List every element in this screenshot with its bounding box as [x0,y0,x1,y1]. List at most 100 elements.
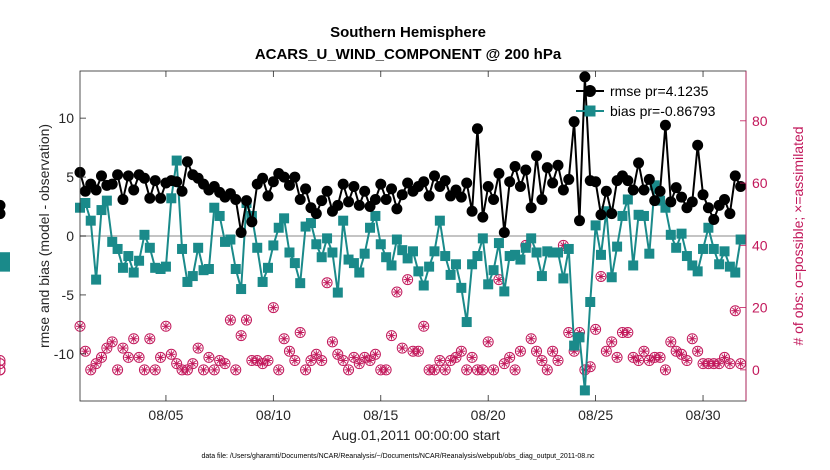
rmse-point [504,176,516,188]
obs-assimilated-marker [108,337,117,346]
obs-possible-marker [498,358,510,370]
obs-assimilated-marker [537,356,546,365]
bias-point [273,222,284,233]
bias-point [262,262,273,273]
y-right-tick-label: 40 [752,237,768,253]
rmse-point [241,195,252,207]
asterisk-stroke [597,273,605,280]
asterisk-stroke [528,335,535,342]
obs-assimilated-marker [725,359,734,368]
obs-possible-marker [198,364,210,376]
asterisk-stroke [592,326,599,333]
rmse-point [112,169,124,181]
obs-possible-marker [90,358,102,370]
obs-assimilated-marker [693,347,702,356]
asterisk-stroke [98,354,105,361]
bias-point [359,248,370,259]
bias-point [214,210,225,221]
asterisk-stroke [506,354,513,361]
rmse-point [719,193,731,205]
bias-point [434,215,445,226]
rmse-point [176,185,188,197]
bias-point [225,234,236,245]
obs-possible-marker [122,351,134,363]
obs-assimilated-marker [656,353,665,362]
bias-point [461,317,472,328]
obs-assimilated-marker [371,350,380,359]
asterisk-stroke [377,366,384,374]
bias-point [708,243,719,254]
obs-assimilated-marker [382,365,391,374]
asterisk-stroke [184,366,191,374]
bias-point [676,228,687,239]
bias-point [644,248,655,259]
asterisk-stroke [399,344,406,352]
obs-assimilated-marker [172,359,181,368]
obs-assimilated-marker [532,347,541,356]
bias-point [553,247,564,258]
bias-point [300,221,311,232]
bias-point [322,233,333,244]
asterisk-stroke [146,335,153,342]
asterisk-stroke [640,348,648,355]
obs-possible-marker [165,348,177,360]
obs-possible-marker [681,355,693,367]
obs-assimilated-marker [435,356,444,365]
asterisk-stroke [554,357,562,364]
bias-point [488,265,499,276]
asterisk-stroke [189,360,196,367]
obs-possible-marker [224,314,236,326]
asterisk-stroke [404,276,411,283]
bias-point [107,236,118,247]
rmse-point [547,177,559,189]
bias-point [622,194,633,205]
asterisk-stroke [721,354,728,361]
asterisk-stroke [103,344,111,352]
asterisk-stroke [361,354,368,361]
asterisk-stroke [119,344,127,352]
bias-point [305,218,316,229]
obs-possible-marker [439,364,451,376]
bias-point [692,266,703,277]
obs-possible-marker [337,355,349,367]
obs-possible-marker [531,345,543,357]
rmse-point [337,178,349,190]
asterisk-stroke [168,351,175,358]
bias-point [80,198,91,208]
bias-point [450,259,461,270]
rmse-point [310,208,322,220]
bias-point [671,242,682,253]
asterisk-stroke [152,366,159,374]
obs-assimilated-marker [274,365,283,374]
bias-point [123,251,134,262]
obs-assimilated-marker [484,337,493,346]
bias-point [370,210,381,221]
rmse-point [590,176,602,188]
bias-point [311,239,322,250]
bias-point [193,242,204,253]
bias-point [150,262,161,273]
y-axis-right-label: # of obs: o=possible; ×=assimilated [790,126,806,345]
asterisk-stroke [689,335,696,342]
obs-possible-marker [235,330,247,342]
obs-possible-marker [724,358,736,370]
obs-possible-marker [595,270,607,282]
rmse-point [181,156,193,168]
obs-possible-marker [600,345,612,357]
y-axis-right-ticks: 0 20 40 60 80 [740,113,768,378]
obs-assimilated-marker [258,359,267,368]
obs-possible-marker [547,345,559,357]
obs-assimilated-marker [441,365,450,374]
rmse-point [144,192,156,204]
obs-assimilated-marker [237,331,246,340]
obs-possible-marker [514,345,526,357]
bias-point [681,251,692,262]
obs-assimilated-marker [355,359,364,368]
obs-assimilated-marker [92,359,101,368]
asterisk-stroke [737,360,744,367]
asterisk-stroke [630,354,637,361]
bias-point [220,236,231,247]
obs-assimilated-marker [290,356,299,365]
data-file-footnote: data file: /Users/gharamti/Documents/NCA… [201,453,595,460]
obs-assimilated-marker [226,316,235,325]
